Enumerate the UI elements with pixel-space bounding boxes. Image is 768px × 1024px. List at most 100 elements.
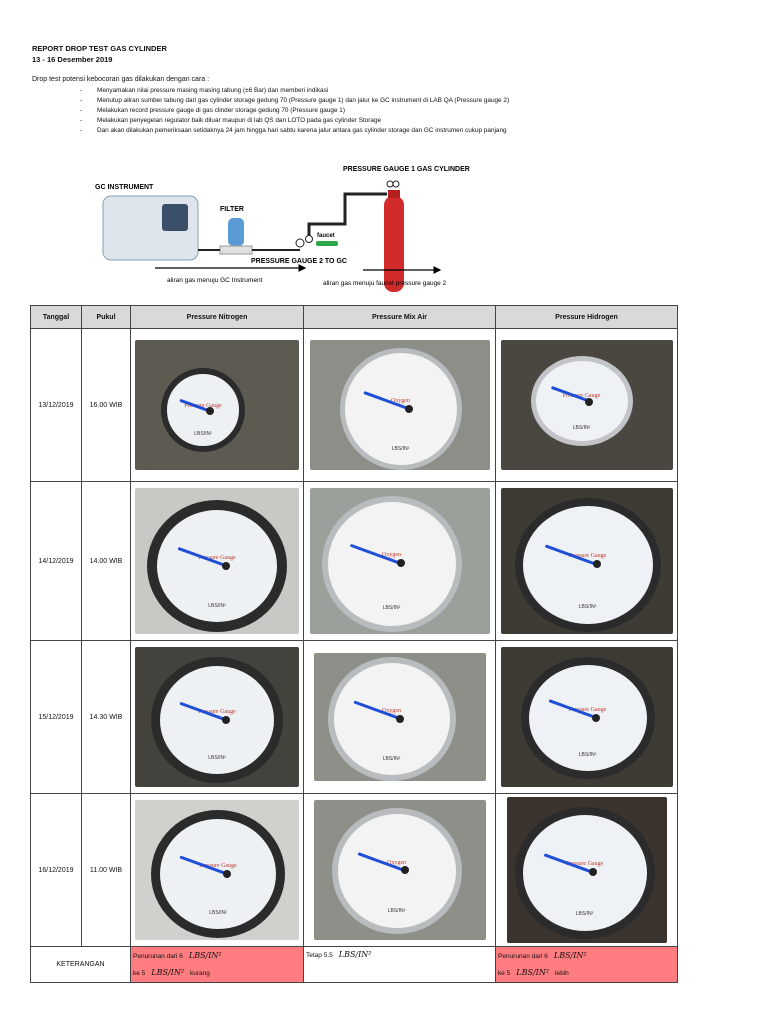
gauge-dial-text: Oxygen [391,397,410,404]
keterangan-label: KETERANGAN [30,946,131,983]
row-date: 14/12/2019 [30,481,82,641]
gauge-unit-text: LBS/IN² [575,911,594,918]
mixair-gauge-photo: Oxygen LBS/IN² [309,340,490,470]
gauge-2-label: PRESSURE GAUGE 2 TO GC [251,258,347,265]
keterangan-mixair: Tetap 5.5 LBS/IN² [303,946,496,983]
nitrogen-photo-cell: Pressure Gauge LBS/IN² [130,640,304,794]
gauge-dial-text: Pressure Gauge [568,707,607,714]
gas-line-diagram: GC INSTRUMENT FILTER faucet PRESSURE GAU… [95,166,470,292]
nitrogen-gauge-photo: Pressure Gauge LBS/IN² [135,647,299,787]
hydrogen-gauge: Pressure Gauge LBS/IN² [514,498,661,632]
mixair-gauge: Oxygen LBS/IN² [327,657,456,781]
filter-body [228,218,244,246]
gauge-dial-text: Pressure Gauge [198,709,236,716]
mixair-photo-cell: Oxygen LBS/IN² [303,481,496,641]
steps-list: Menyamakan nilai pressure masing masing … [80,86,509,136]
row-date: 15/12/2019 [30,640,82,794]
note-text: Penurunan dari 6 [498,952,548,960]
mixair-gauge: Oxygen LBS/IN² [331,808,462,934]
table-row: 14/12/2019 14.00 WIB Pressure Gauge LBS/I… [30,481,678,641]
hydrogen-photo-cell: Pressure Gauge LBS/IN² [495,481,678,641]
gauge-unit-text: LBS/IN² [578,752,597,759]
nitrogen-gauge-photo: Pressure Gauge LBS/IN² [135,488,299,634]
gauge-dial-text: Oxygen [382,707,401,714]
gauge-unit-text: LBS/IN² [194,431,212,438]
keterangan-row: KETERANGAN Penurunan dari 6 LBS/IN² ke 5 L… [30,946,678,983]
gauge-hub [592,560,601,569]
nitrogen-photo-cell: Pressure Gauge LBS/IN² [130,481,304,641]
faucet-handle [316,241,338,246]
gauge-dial-text: Pressure Gauge [199,863,237,869]
gauge-unit-text: LBS/IN² [578,603,597,610]
nitrogen-gauge: Pressure Gauge LBS/IN² [151,657,283,783]
hydrogen-photo-cell: Pressure Gauge LBS/IN² [495,793,678,947]
table-row: 16/12/2019 11.00 WIB Pressure Gauge LBS/I… [30,793,678,947]
row-time: 11.00 WIB [81,793,131,947]
gauge-hub [585,397,594,406]
gauge-unit-text: LBS/IN² [382,755,401,762]
mixair-gauge: Oxygen LBS/IN² [339,348,462,470]
flow-right-label: aliran gas menuju faucet pressure gauge … [323,280,447,287]
note-text: Penurunan dari 6 [133,952,183,960]
gauge-dial-text: Pressure Gauge [565,861,604,868]
unit-label: LBS/IN² [151,967,185,977]
gc-instrument-screen [162,204,188,231]
keterangan-hidrogen: Penurunan dari 6 LBS/IN² ke 5 LBS/IN² lebih [495,946,678,983]
gauge-hub [589,868,598,877]
unit-label: LBS/IN² [553,950,587,960]
header-nitrogen: Pressure Nitrogen [130,305,304,329]
gauge-dial-text: Pressure Gauge [198,554,236,561]
row-time: 16.00 WIB [81,328,131,482]
keterangan-nitrogen: Penurunan dari 6 LBS/IN² ke 5 LBS/IN² kuran… [130,946,304,983]
gauge-1-label: PRESSURE GAUGE 1 GAS CYLINDER [343,166,470,173]
gauge-hub [401,866,410,875]
gauge-hub [221,561,230,570]
step-item: Melakukan penyegelan regulator baik dilu… [80,116,509,126]
note-text: kurang [190,969,210,977]
gauge-unit-text: LBS/IN² [391,445,410,452]
flow-left-label: aliran gas menuju GC Instrument [167,277,263,284]
report-dates: 13 - 16 Desember 2019 [32,55,113,64]
gauge-unit-text: LBS/IN² [382,605,401,612]
nitrogen-gauge: Pressure Gauge LBS/IN² [147,500,287,632]
nitrogen-gauge-photo: Pressure Gauge LBS/IN² [135,340,299,470]
filter-label: FILTER [220,206,244,213]
gauge-dial-text: Oxygen [387,859,406,866]
note-text: lebih [555,969,569,977]
gauge-unit-text: LBS/IN² [208,755,226,762]
header-pukul: Pukul [81,305,131,329]
gauge-dial-text: Pressure Gauge [184,402,222,409]
report-title: REPORT DROP TEST GAS CYLINDER [32,44,167,53]
gauge-unit-text: LBS/IN² [209,909,227,916]
hydrogen-gauge: Pressure Gauge LBS/IN² [520,657,655,779]
row-date: 16/12/2019 [30,793,82,947]
mixair-gauge: Oxygen LBS/IN² [321,496,462,632]
hydrogen-gauge-photo: Pressure Gauge LBS/IN² [500,488,673,634]
gauge-dial-text: Pressure Gauge [568,553,607,560]
gauge-hub [396,714,405,723]
gauge-hub [396,559,405,568]
table-header-row: Tanggal Pukul Pressure Nitrogen Pressure… [30,305,678,329]
step-item: Melakukan record pressure gauge di gas c… [80,106,509,116]
step-item: Menyamakan nilai pressure masing masing … [80,86,509,96]
intro-text: Drop test potensi kebocoran gas dilakuka… [32,76,210,83]
step-item: Dan akan dilakukan pemeriksaan setidakny… [80,126,509,136]
gauge-hub [404,404,413,413]
hydrogen-photo-cell: Pressure Gauge LBS/IN² [495,640,678,794]
mixair-photo-cell: Oxygen LBS/IN² [303,328,496,482]
gc-instrument-label: GC INSTRUMENT [95,184,154,191]
header-tanggal: Tanggal [30,305,82,329]
mixair-gauge-photo: Oxygen LBS/IN² [313,653,486,781]
filter-base [219,245,253,255]
gauge-hub [221,715,230,724]
gauge-hub [205,407,214,416]
gauge-dial-text: Oxygen [382,551,401,558]
unit-label: LBS/IN² [338,950,372,959]
mixair-gauge-photo: Oxygen LBS/IN² [313,800,486,940]
unit-label: LBS/IN² [516,967,550,977]
header-hidrogen: Pressure Hidrogen [495,305,678,329]
step-item: Menutup aliran sumber tabung dari gas cy… [80,96,509,106]
